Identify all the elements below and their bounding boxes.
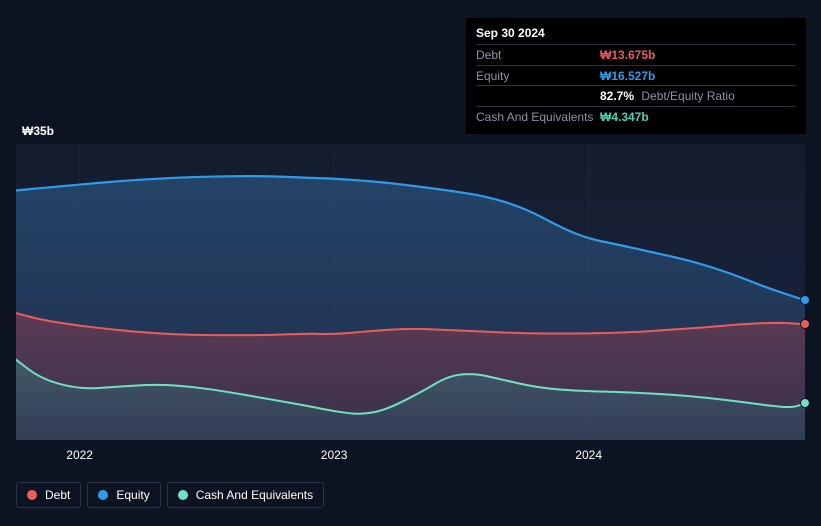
tooltip-row-value: ₩13.675b <box>600 48 655 62</box>
legend-dot-icon <box>98 490 108 500</box>
legend-dot-icon <box>178 490 188 500</box>
legend-item[interactable]: Cash And Equivalents <box>167 482 324 508</box>
series-end-dot <box>800 295 810 305</box>
chart-tooltip: Sep 30 2024 Debt₩13.675bEquity₩16.527b82… <box>466 18 806 134</box>
series-end-dot <box>800 319 810 329</box>
tooltip-row: Cash And Equivalents₩4.347b <box>476 106 796 126</box>
tooltip-title: Sep 30 2024 <box>476 26 796 44</box>
tooltip-row: 82.7% Debt/Equity Ratio <box>476 85 796 105</box>
x-axis-tick-label: 2022 <box>66 448 93 462</box>
chart-legend: Debt Equity Cash And Equivalents <box>16 482 324 508</box>
tooltip-row: Debt₩13.675b <box>476 44 796 64</box>
tooltip-row-label: Equity <box>476 69 600 83</box>
tooltip-row: Equity₩16.527b <box>476 65 796 85</box>
legend-dot-icon <box>27 490 37 500</box>
y-axis-label-top: ₩35b <box>22 124 54 138</box>
area-chart-svg <box>16 144 805 440</box>
tooltip-row-value: ₩4.347b <box>600 110 649 124</box>
legend-label: Cash And Equivalents <box>196 488 313 502</box>
series-end-dot <box>800 398 810 408</box>
tooltip-row-label <box>476 89 600 103</box>
x-axis-labels: 2022 2023 2024 <box>16 448 805 464</box>
legend-item[interactable]: Equity <box>87 482 160 508</box>
legend-label: Equity <box>116 488 149 502</box>
x-axis-tick-label: 2024 <box>575 448 602 462</box>
legend-label: Debt <box>45 488 70 502</box>
legend-item[interactable]: Debt <box>16 482 81 508</box>
tooltip-row-value: ₩16.527b <box>600 69 655 83</box>
tooltip-row-label: Cash And Equivalents <box>476 110 600 124</box>
chart-area[interactable] <box>16 144 805 440</box>
tooltip-row-extra: Debt/Equity Ratio <box>638 89 735 103</box>
tooltip-row-label: Debt <box>476 48 600 62</box>
tooltip-row-value: 82.7% Debt/Equity Ratio <box>600 89 735 103</box>
x-axis-tick-label: 2023 <box>321 448 348 462</box>
